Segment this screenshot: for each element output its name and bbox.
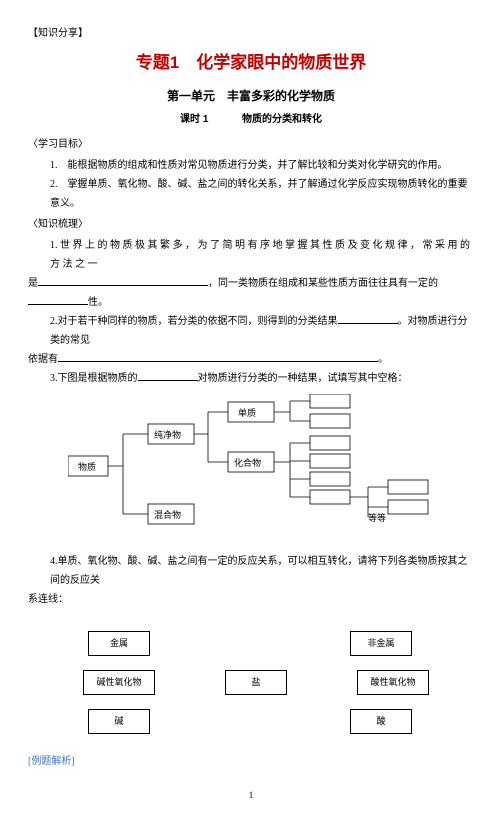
blank-3[interactable] (338, 314, 398, 324)
tree-diagram: 物质 纯净物 混合物 单质 化合物 等等 (68, 394, 474, 546)
q4-row-1: 金属 非金属 (88, 631, 474, 656)
goal-item-1: 1. 能根据物质的组成和性质对常见物质进行分类，并了解比较和分类对化学研究的作用… (50, 156, 474, 175)
blank-2[interactable] (28, 295, 88, 305)
org-3a: 3.下图是根据物质的 (50, 373, 138, 384)
subtitle-lesson: 课时 1 物质的分类和转化 (28, 110, 474, 129)
q4-acid-oxide: 酸性氧化物 (357, 670, 429, 695)
org-2d: 。 (378, 354, 388, 365)
section-goal: 〈学习目标〉 (28, 135, 474, 154)
header-tag: 【知识分享】 (28, 24, 474, 43)
org-3: 3.下图是根据物质的 对物质进行分类的一种结果，试填写其中空格： (50, 369, 474, 388)
title-main: 专题1 化学家眼中的物质世界 (28, 47, 474, 79)
lesson-name: 物质的分类和转化 (242, 114, 322, 125)
q4-metal: 金属 (88, 631, 150, 656)
org-1-line1: 1. 世 界 上 的 物 质 极 其 繁 多 ， 为 了 简 明 有 序 地 掌… (50, 236, 474, 274)
q4-acid: 酸 (350, 709, 412, 734)
example-head: [例题解析] (28, 752, 474, 771)
org-2c: 依据有 (28, 354, 58, 365)
blank-4[interactable] (58, 352, 378, 362)
q4-basic-oxide: 碱性氧化物 (83, 670, 155, 695)
q4-row-3: 碱 酸 (88, 709, 474, 734)
node-root: 物质 (78, 461, 96, 472)
q4-diagram: 金属 非金属 碱性氧化物 盐 酸性氧化物 碱 酸 (88, 631, 474, 734)
org-1b: 是 (28, 278, 38, 289)
subtitle-unit: 第一单元 丰富多彩的化学物质 (28, 85, 474, 108)
section-org: 〈知识梳理〉 (28, 215, 474, 234)
q4-salt: 盐 (225, 670, 287, 695)
org-3b: 对物质进行分类的一种结果，试填写其中空格： (198, 373, 408, 384)
node-etc: 等等 (368, 512, 386, 523)
q4-base: 碱 (88, 709, 150, 734)
org-4-line1: 4.单质、氧化物、酸、碱、盐之间有一定的反应关系，可以相互转化，请将下列各类物质… (50, 552, 474, 590)
node-compound: 化合物 (234, 457, 261, 468)
org-4-line2: 系连线： (28, 590, 474, 609)
org-2a: 2.对于若干种同样的物质，若分类的依据不同，则得到的分类结果 (50, 316, 338, 327)
blank-5[interactable] (138, 371, 198, 381)
q4-row-2: 碱性氧化物 盐 酸性氧化物 (88, 670, 474, 695)
org-2-line1: 2.对于若干种同样的物质，若分类的依据不同，则得到的分类结果。对物质进行分类的常… (50, 312, 474, 350)
node-element: 单质 (238, 407, 256, 418)
lesson-label: 课时 1 (180, 114, 208, 125)
org-1d: 性。 (88, 297, 108, 308)
org-2-line2: 依据有 。 (28, 350, 474, 369)
node-mix: 混合物 (154, 509, 181, 520)
q4-nonmetal: 非金属 (350, 631, 412, 656)
node-pure: 纯净物 (154, 429, 181, 440)
tree-svg: 物质 纯净物 混合物 单质 化合物 等等 (68, 394, 438, 539)
blank-1[interactable] (38, 276, 208, 286)
org-1c: ，同一类物质在组成和某些性质方面往往具有一定的 (208, 278, 438, 289)
page-number: 1 (28, 787, 474, 804)
org-1-line2: 是 ，同一类物质在组成和某些性质方面往往具有一定的性。 (28, 274, 474, 312)
goal-item-2: 2. 掌握单质、氧化物、酸、碱、盐之间的转化关系，并了解通过化学反应实现物质转化… (50, 175, 474, 213)
